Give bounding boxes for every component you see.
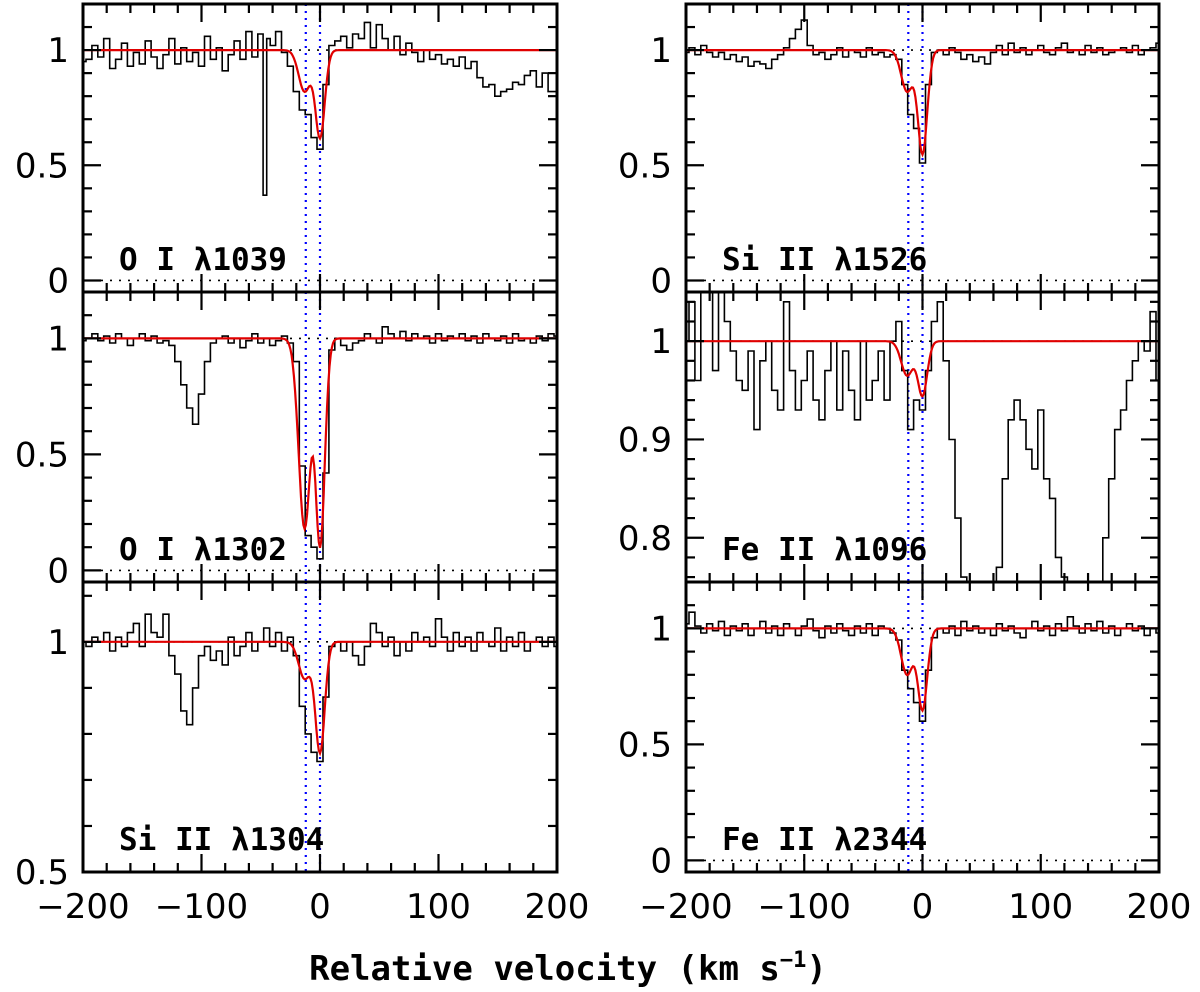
y-tick-label: 0 [650, 841, 672, 881]
panels-layer: 0 0.5 1 O I λ1039 0 0.5 1 Si II λ1526 0 0.5 1 O I λ… [15, 2, 1192, 927]
x-axis-label-end: ) [806, 949, 826, 989]
transition-label: O I λ1039 [119, 242, 287, 278]
y-tick-label: 0 [47, 261, 69, 301]
observed-spectrum [83, 613, 557, 763]
x-tick-label: 100 [406, 887, 471, 927]
model-fit [83, 640, 557, 757]
y-tick-label: 0.5 [618, 725, 672, 765]
y-tick-label: 1 [47, 319, 69, 359]
y-tick-label: 0.8 [618, 519, 672, 559]
plot-area [83, 582, 557, 872]
y-tick-label: 0.5 [15, 146, 69, 186]
y-tick-label: 0.5 [618, 146, 672, 186]
model-fit [83, 337, 557, 549]
x-tick-label: −200 [639, 887, 732, 927]
x-axis-label: Relative velocity (km s−1) [309, 948, 827, 989]
x-axis-label-text: Relative velocity (km s [309, 949, 780, 989]
observed-spectrum [83, 21, 557, 196]
spectrum-panel-6: 0 0.5 1 Fe II λ2344 −200 −100 0 100 200 [618, 580, 1192, 927]
y-tick-label: 1 [650, 322, 672, 362]
plot-area [83, 292, 557, 582]
y-tick-label: 0.5 [15, 853, 69, 893]
plot-area [686, 292, 1159, 582]
model-fit [686, 49, 1159, 158]
observed-spectrum [686, 611, 1159, 722]
model-fit [686, 627, 1159, 713]
y-tick-label: 0.5 [15, 435, 69, 475]
x-tick-label: 200 [1127, 887, 1192, 927]
x-tick-label: 0 [912, 887, 934, 927]
y-tick-label: 1 [650, 31, 672, 71]
spectrum-panel-4: 0.8 0.9 1 Fe II λ1096 [618, 290, 1161, 584]
y-tick-label: 0.9 [618, 420, 672, 460]
plot-area [686, 582, 1159, 872]
x-axis-label-superscript: −1 [780, 948, 807, 973]
x-tick-label: −100 [155, 887, 248, 927]
transition-label: O I λ1302 [119, 532, 287, 568]
transition-label: Si II λ1304 [119, 822, 324, 858]
model-fit [83, 49, 557, 142]
y-tick-label: 0 [47, 551, 69, 591]
spectrum-panel-5: 0.5 1 Si II λ1304 −200 −100 0 100 200 [15, 580, 590, 927]
y-tick-label: 1 [47, 31, 69, 71]
y-tick-label: 1 [47, 623, 69, 663]
y-tick-label: 1 [650, 609, 672, 649]
plot-area [83, 4, 557, 292]
x-tick-label: −200 [36, 887, 129, 927]
x-tick-label: 100 [1008, 887, 1073, 927]
spectrum-panel-3: 0 0.5 1 O I λ1302 [15, 290, 559, 591]
transition-label: Si II λ1526 [722, 242, 927, 278]
transition-label: Fe II λ2344 [722, 822, 927, 858]
transition-label: Fe II λ1096 [722, 532, 927, 568]
observed-spectrum [83, 326, 557, 560]
y-tick-label: 0 [650, 261, 672, 301]
spectrum-panel-1: 0 0.5 1 O I λ1039 [15, 2, 559, 301]
x-tick-label: 0 [309, 887, 331, 927]
observed-spectrum [686, 19, 1159, 164]
spectrum-panel-2: 0 0.5 1 Si II λ1526 [618, 2, 1161, 301]
observed-spectrum [686, 292, 1159, 582]
plot-area [686, 4, 1159, 292]
model-fit [686, 340, 1159, 398]
x-tick-label: −100 [758, 887, 851, 927]
x-tick-label: 200 [525, 887, 590, 927]
